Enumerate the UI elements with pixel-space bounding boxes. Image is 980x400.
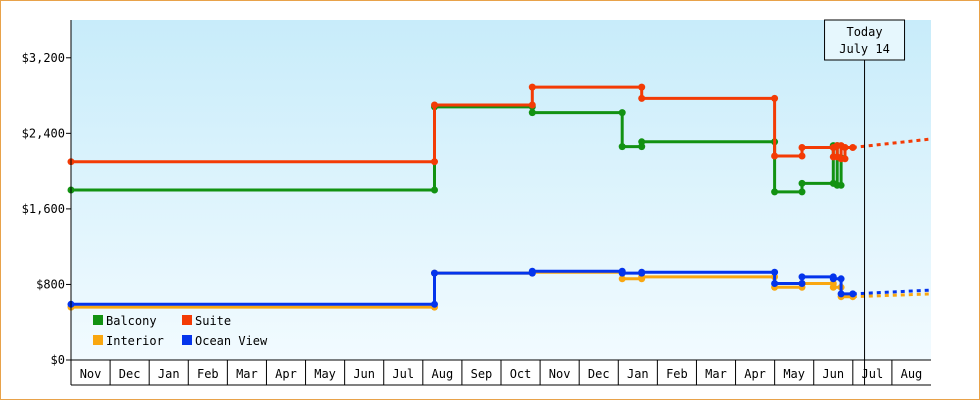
data-point (618, 109, 626, 117)
x-tick-label: Nov (549, 367, 571, 381)
legend-swatch-balcony (93, 315, 103, 325)
series-layer (67, 83, 932, 311)
data-point (431, 186, 438, 194)
y-tick-label: $800 (36, 277, 65, 291)
today-label-line2: July 14 (839, 42, 890, 56)
x-tick-label: Dec (119, 367, 141, 381)
data-point (638, 83, 646, 91)
data-point (798, 152, 806, 160)
x-tick-label: Mar (236, 367, 258, 381)
y-tick-label: $3,200 (22, 51, 65, 65)
data-point (528, 109, 536, 117)
x-tick-label: Dec (588, 367, 610, 381)
data-point (841, 144, 849, 151)
data-point (771, 94, 779, 102)
x-tick-label: Mar (705, 367, 727, 381)
data-point (638, 268, 646, 276)
x-tick-label: Jan (627, 367, 649, 381)
x-tick-label: Nov (80, 367, 102, 381)
data-point (528, 101, 536, 109)
x-tick-label: Feb (666, 367, 688, 381)
series-forecast-interior (852, 292, 932, 299)
data-point (638, 143, 646, 151)
data-point (618, 143, 626, 151)
y-tick-label: $1,600 (22, 202, 65, 216)
legend-label-balcony: Balcony (106, 314, 157, 328)
y-tick-label: $0 (51, 353, 65, 367)
data-point (837, 290, 845, 298)
x-tick-label: Jan (158, 367, 180, 381)
x-tick-label: Feb (197, 367, 219, 381)
data-point (837, 275, 845, 283)
data-point (798, 188, 806, 196)
data-point (431, 269, 438, 277)
data-point (849, 144, 857, 151)
data-point (431, 300, 438, 308)
data-point (798, 273, 806, 281)
data-point (771, 152, 779, 160)
data-point (771, 280, 779, 287)
data-point (638, 138, 646, 146)
data-point (849, 290, 857, 298)
series-forecast-ocean-view (852, 288, 932, 296)
legend-swatch-ocean-view (182, 335, 192, 345)
data-point (771, 268, 779, 276)
x-tick-label: Aug (901, 367, 923, 381)
legend-swatch-interior (93, 335, 103, 345)
legend-label-interior: Interior (106, 334, 164, 348)
x-tick-label: Oct (510, 367, 532, 381)
data-point (829, 275, 837, 283)
legend-label-ocean-view: Ocean View (195, 334, 268, 348)
data-point (771, 188, 779, 196)
x-tick-label: Aug (432, 367, 454, 381)
legend-swatch-suite (182, 315, 192, 325)
x-tick-label: May (314, 367, 336, 381)
today-label-line1: Today (846, 25, 882, 39)
data-point (798, 144, 806, 151)
x-tick-label: Sep (471, 367, 493, 381)
data-point (798, 280, 806, 287)
data-point (841, 155, 849, 163)
x-tick-label: Jul (862, 367, 884, 381)
data-point (528, 267, 536, 275)
legend: Balcony Suite Interior Ocean View (93, 314, 268, 348)
axes: $0 $800 $1,600 $2,400 $3,200 Nov Dec Jan Feb Mar A… (22, 20, 931, 386)
x-tick-label: Jul (392, 367, 414, 381)
data-point (837, 181, 845, 189)
series-forecast-suite (852, 137, 932, 149)
data-point (638, 94, 646, 102)
x-tick-label: Jun (822, 367, 844, 381)
data-point (528, 83, 536, 91)
today-marker: Today July 14 (824, 19, 906, 385)
x-tick-label: Apr (275, 367, 297, 381)
y-tick-label: $2,400 (22, 126, 65, 140)
x-tick-label: May (783, 367, 805, 381)
today-box (824, 19, 906, 61)
data-point (431, 101, 438, 109)
legend-label-suite: Suite (195, 314, 231, 328)
data-point (829, 283, 837, 291)
data-point (431, 158, 438, 166)
data-point (618, 275, 626, 283)
data-point (798, 179, 806, 187)
x-tick-label: Apr (744, 367, 766, 381)
x-tick-label: Jun (353, 367, 375, 381)
data-point (618, 269, 626, 277)
